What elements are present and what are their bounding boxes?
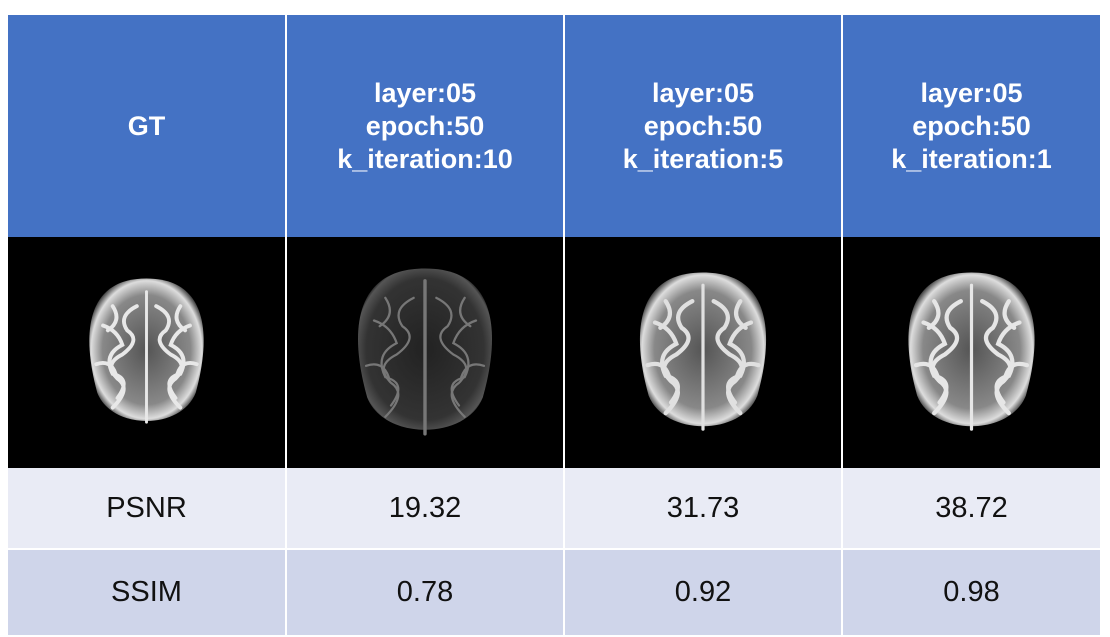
header-text: layer:05	[652, 77, 754, 110]
brain-image	[565, 237, 841, 468]
image-cell	[565, 237, 843, 468]
header-text: epoch:50	[366, 110, 485, 143]
header-text: k_iteration:5	[623, 143, 784, 176]
header-cell: GT	[8, 15, 287, 237]
brain-image	[844, 237, 1099, 468]
table-cell: 0.92	[565, 550, 843, 635]
cell-text: 38.72	[935, 492, 1008, 525]
brain-image	[8, 237, 285, 468]
header-text: GT	[128, 110, 166, 143]
header-text: k_iteration:10	[337, 143, 513, 176]
table-cell: 31.73	[565, 468, 843, 550]
table-cell: SSIM	[8, 550, 287, 635]
image-cell	[8, 237, 287, 468]
page: GTlayer:05epoch:50k_iteration:10layer:05…	[0, 0, 1110, 637]
cell-text: 0.98	[943, 576, 999, 609]
image-cell	[287, 237, 565, 468]
cell-text: 0.92	[675, 576, 731, 609]
cell-text: SSIM	[111, 576, 182, 609]
table-cell: PSNR	[8, 468, 287, 550]
header-text: layer:05	[920, 77, 1022, 110]
cell-text: 0.78	[397, 576, 453, 609]
brain-image	[287, 237, 563, 468]
cell-text: PSNR	[106, 492, 187, 525]
table-cell: 0.98	[843, 550, 1100, 635]
header-text: epoch:50	[912, 110, 1031, 143]
header-text: k_iteration:1	[891, 143, 1052, 176]
header-text: epoch:50	[644, 110, 763, 143]
image-cell	[843, 237, 1100, 468]
table-cell: 38.72	[843, 468, 1100, 550]
cell-text: 31.73	[667, 492, 740, 525]
table-cell: 0.78	[287, 550, 565, 635]
header-text: layer:05	[374, 77, 476, 110]
table-cell: 19.32	[287, 468, 565, 550]
cell-text: 19.32	[389, 492, 462, 525]
